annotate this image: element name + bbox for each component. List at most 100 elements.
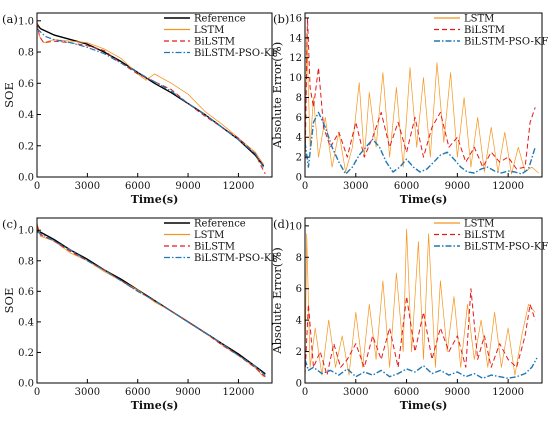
x-axis-label: Time(s) (400, 399, 448, 412)
y-axis-label: Absolute Error(%) (270, 42, 284, 149)
legend-entry: Reference (194, 219, 246, 230)
y-tick-label: 10 (289, 221, 302, 232)
y-tick-label: 8 (296, 253, 302, 264)
y-tick-label: 4 (296, 133, 302, 144)
x-tick-label: 0 (34, 387, 40, 398)
series-group (37, 20, 266, 175)
x-tick-label: 0 (302, 387, 308, 398)
x-tick-label: 6000 (394, 387, 419, 398)
x-tick-label: 3000 (75, 181, 100, 192)
series-group (305, 17, 539, 176)
y-tick-label: 4 (296, 316, 302, 327)
x-axis-label: Time(s) (131, 399, 179, 412)
x-tick-label: 9000 (175, 181, 200, 192)
y-tick-label: 2 (296, 153, 302, 164)
y-tick-label: 0 (296, 379, 302, 390)
chart-panel-b: 0 3000 6000 9000 12000 0 2 4 6 8 10 12 14 16 Time(s) Ab… (270, 12, 548, 206)
x-tick-label: 3000 (343, 181, 368, 192)
x-tick-label: 0 (302, 181, 308, 192)
x-tick-label: 9000 (175, 387, 200, 398)
x-tick-label: 3000 (343, 387, 368, 398)
panel-label: (d) (273, 217, 289, 231)
series-line-2 (305, 111, 536, 175)
y-tick-label: 12 (289, 53, 302, 64)
series-line-1 (305, 288, 536, 376)
plot-frame (304, 217, 543, 384)
y-tick-label: 2 (296, 347, 302, 358)
y-tick-label: 0.6 (18, 287, 34, 298)
panel-label: (b) (273, 12, 289, 26)
x-tick-label: 9000 (445, 387, 470, 398)
y-tick-label: 0.4 (18, 317, 34, 328)
y-tick-label: 14 (289, 33, 302, 44)
y-tick-label: 1.0 (18, 16, 34, 27)
y-tick-label: 0.4 (18, 110, 34, 121)
y-tick-label: 0.8 (18, 48, 34, 59)
y-tick-label: 8 (296, 93, 302, 104)
plot-frame (36, 12, 273, 178)
x-tick-label: 6000 (125, 181, 150, 192)
series-line-2 (37, 22, 266, 175)
y-tick-label: 10 (289, 73, 302, 84)
series-line-1 (305, 17, 536, 170)
legend-entry: BiLSTM (464, 230, 505, 241)
series-line-0 (37, 229, 266, 375)
legend-entry: BiLSTM-PSO-KF (194, 253, 278, 264)
series-line-1 (37, 20, 264, 165)
chart-panel-c: 0 3000 6000 9000 12000 0.0 0.2 0.4 0.6 0.8 1.0 Time… (2, 217, 278, 412)
legend-entry: BiLSTM-PSO-KF (464, 242, 548, 253)
y-tick-label: 16 (289, 13, 302, 24)
y-tick-label: 6 (296, 284, 302, 295)
series-line-0 (305, 32, 539, 176)
x-axis-label: Time(s) (400, 193, 448, 206)
legend-entry: Reference (194, 14, 246, 25)
y-tick-label: 0.0 (18, 379, 34, 390)
chart-panel-d: 0 3000 6000 9000 12000 0 2 4 6 8 10 Time(s) Absolute… (270, 217, 548, 412)
series-line-2 (305, 357, 538, 379)
panel-label: (c) (2, 217, 17, 231)
legend-entry: BiLSTM (194, 242, 235, 253)
y-tick-label: 0.2 (18, 141, 34, 152)
y-axis-label: Absolute Error(%) (270, 247, 284, 354)
y-tick-label: 0.0 (18, 173, 34, 184)
x-tick-label: 3000 (75, 387, 100, 398)
y-tick-label: 1.0 (18, 226, 34, 237)
x-tick-label: 9000 (445, 181, 470, 192)
y-tick-label: 6 (296, 113, 302, 124)
plot-frame (304, 12, 543, 178)
x-axis-label: Time(s) (131, 193, 179, 206)
y-axis-label: SOE (2, 82, 16, 108)
series-line-3 (37, 28, 265, 168)
x-tick-label: 12000 (492, 181, 524, 192)
chart-panel-a: 0 3000 6000 9000 12000 0.0 0.2 0.4 0.6 0.8 1.0 Time… (2, 12, 278, 206)
x-tick-label: 0 (34, 181, 40, 192)
legend-entry: BiLSTM (464, 25, 505, 36)
legend-entry: BiLSTM-PSO-KF (194, 48, 278, 59)
legend-entry: LSTM (194, 25, 224, 36)
y-tick-label: 0.2 (18, 348, 34, 359)
y-tick-label: 0.6 (18, 79, 34, 90)
plot-frame (36, 217, 273, 384)
legend-entry: BiLSTM (194, 37, 235, 48)
x-tick-label: 12000 (223, 387, 255, 398)
y-tick-label: 0 (296, 173, 302, 184)
series-line-0 (305, 228, 536, 376)
series-group (37, 222, 266, 378)
x-tick-label: 12000 (223, 181, 255, 192)
x-tick-label: 12000 (492, 387, 524, 398)
series-group (305, 228, 538, 379)
legend-entry: LSTM (464, 219, 494, 230)
y-axis-label: SOE (2, 288, 16, 314)
x-tick-label: 6000 (125, 387, 150, 398)
panel-label: (a) (2, 12, 18, 26)
legend-entry: BiLSTM-PSO-KF (464, 37, 548, 48)
y-tick-label: 0.8 (18, 256, 34, 267)
x-tick-label: 6000 (394, 181, 419, 192)
legend-entry: LSTM (194, 230, 224, 241)
legend-entry: LSTM (464, 14, 494, 25)
